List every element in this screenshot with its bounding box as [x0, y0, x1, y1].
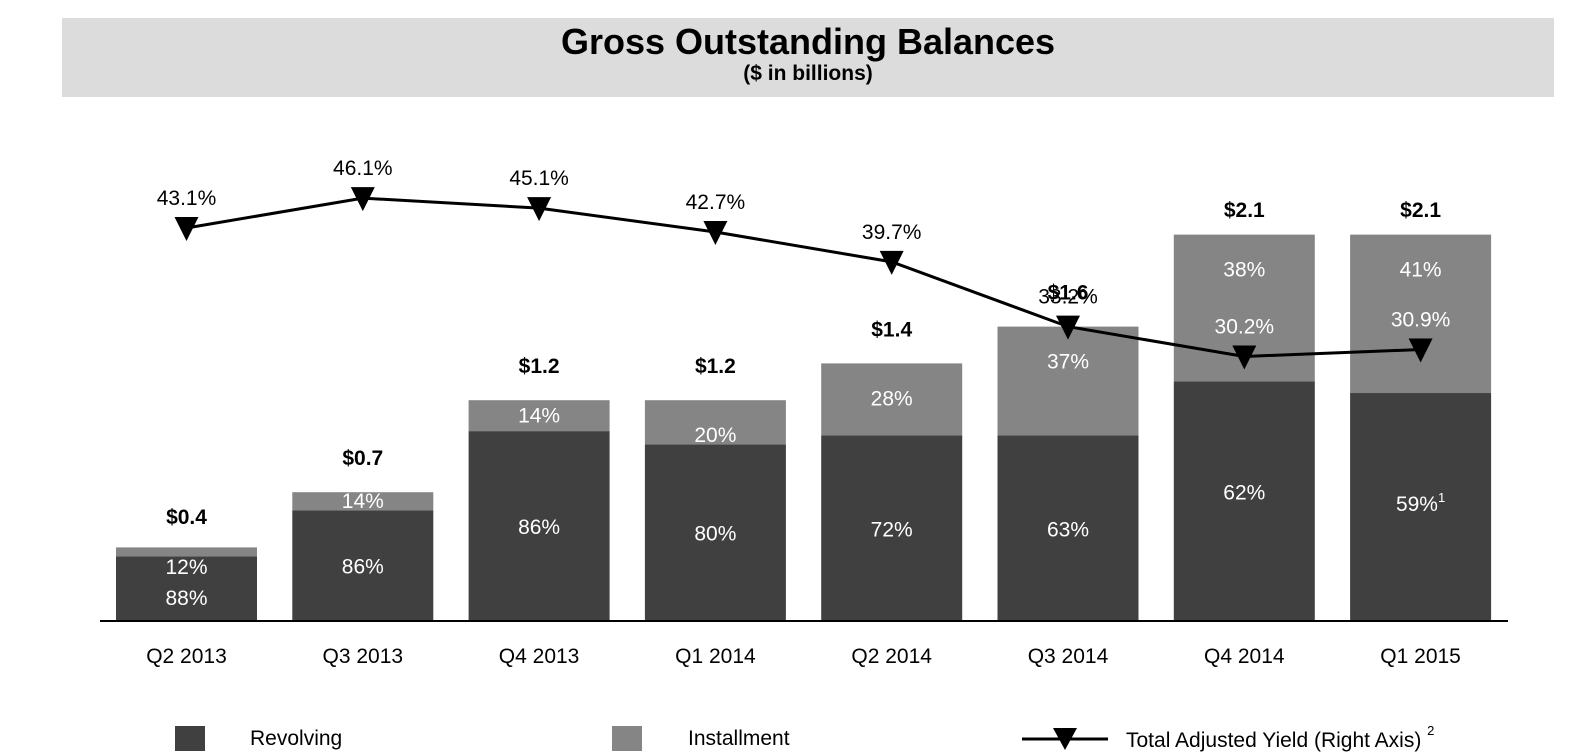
data-label-revolving: 80% — [694, 523, 736, 546]
legend-yield-text: Total Adjusted Yield (Right Axis) — [1126, 729, 1422, 752]
yield-marker — [703, 220, 728, 245]
yield-marker — [879, 250, 904, 275]
data-label-total: $0.4 — [166, 506, 207, 529]
bar-revolving — [821, 435, 963, 621]
data-label-installment: 41% — [1400, 259, 1442, 282]
bar-revolving — [116, 556, 257, 621]
data-label-total: $1.4 — [871, 318, 912, 341]
bar-revolving — [292, 510, 434, 621]
bar-installment — [1350, 234, 1492, 394]
chart-subtitle: ($ in billions) — [743, 62, 873, 85]
data-label-revolving: 88% — [165, 587, 207, 610]
x-tick-label: Q3 2013 — [323, 645, 404, 668]
data-label-revolving: 72% — [871, 518, 913, 541]
yield-data-label: 33.2% — [1038, 286, 1098, 309]
legend-swatch-revolving — [175, 726, 205, 751]
yield-data-label: 45.1% — [509, 167, 569, 190]
bar-installment — [292, 492, 434, 511]
legend-label-installment: Installment — [688, 727, 790, 750]
data-label-revolving: 86% — [342, 556, 384, 579]
bar-installment — [644, 400, 786, 445]
x-tick-label: Q4 2013 — [499, 645, 580, 668]
x-tick-label: Q3 2014 — [1028, 645, 1109, 668]
legend-yield-footnote: 2 — [1427, 723, 1435, 738]
data-label-total: $1.2 — [695, 355, 736, 378]
yield-marker — [174, 217, 199, 241]
chart-header: Gross Outstanding Balances ($ in billion… — [62, 18, 1554, 97]
data-label-revolving: 59%1 — [1396, 490, 1445, 516]
data-label-total: $1.2 — [519, 355, 560, 378]
data-label-installment: 38% — [1223, 259, 1265, 282]
yield-data-label: 30.2% — [1215, 315, 1275, 338]
x-tick-label: Q1 2015 — [1380, 645, 1461, 668]
yield-marker — [1408, 338, 1433, 363]
chart-title: Gross Outstanding Balances — [560, 21, 1056, 62]
x-tick-label: Q2 2013 — [146, 645, 227, 668]
bar-revolving — [1173, 381, 1315, 621]
data-label-installment: 37% — [1047, 351, 1089, 374]
data-label-total: $2.1 — [1400, 199, 1441, 222]
bar-installment — [116, 547, 257, 557]
data-label-installment: 14% — [518, 405, 560, 428]
yield-marker — [1056, 315, 1080, 340]
legend-line-marker-icon — [1022, 728, 1108, 750]
bar-installment — [997, 326, 1139, 436]
yield-data-label: 46.1% — [333, 157, 393, 180]
yield-marker — [527, 197, 552, 222]
yield-data-label: 39.7% — [862, 221, 922, 244]
yield-line — [186, 196, 1421, 358]
yield-data-label: 42.7% — [686, 191, 746, 214]
x-tick-label: Q2 2014 — [851, 645, 932, 668]
bar-revolving — [644, 444, 786, 621]
yield-data-label: 43.1% — [157, 187, 217, 210]
yield-data-label: 30.9% — [1391, 309, 1451, 332]
x-tick-label: Q4 2014 — [1204, 645, 1285, 668]
bar-revolving — [1350, 393, 1492, 621]
data-label-total: $0.7 — [342, 447, 383, 470]
data-label-revolving: 86% — [518, 516, 560, 539]
data-label-revolving: 62% — [1223, 481, 1265, 504]
bar-revolving — [997, 435, 1139, 621]
yield-marker — [1232, 345, 1257, 370]
bar-installment — [821, 363, 963, 436]
data-label-installment: 14% — [342, 490, 384, 513]
data-label-total: $1.6 — [1048, 282, 1089, 305]
bar-revolving — [468, 431, 610, 621]
yield-marker — [350, 187, 375, 212]
data-label-installment: 20% — [694, 424, 736, 447]
data-label-footnote: 1 — [1438, 490, 1445, 505]
chart-legend: Revolving Installment Total Adjusted Yie… — [0, 723, 1569, 753]
legend-label-yield: Total Adjusted Yield (Right Axis) 2 — [1126, 723, 1434, 753]
data-label-revolving: 63% — [1047, 518, 1089, 541]
data-label-total: $2.1 — [1224, 199, 1265, 222]
x-tick-label: Q1 2014 — [675, 645, 756, 668]
legend-label-revolving: Revolving — [250, 727, 343, 750]
bar-installment — [468, 400, 610, 432]
data-label-installment: 12% — [165, 556, 207, 579]
data-label-installment: 28% — [871, 387, 913, 410]
legend-swatch-installment — [612, 726, 642, 751]
